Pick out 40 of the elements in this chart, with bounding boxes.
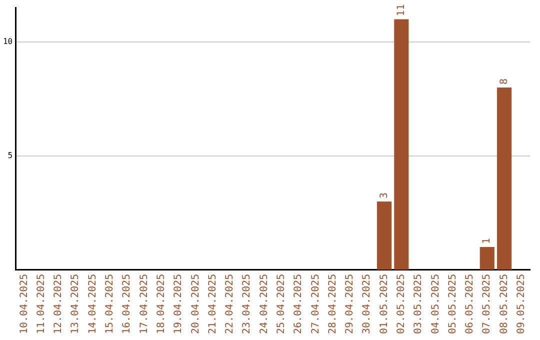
x-tick-label: 15.04.2025 [104,274,116,334]
x-tick-label: 23.04.2025 [242,274,253,334]
x-tick-label: 05.05.2025 [447,274,458,334]
x-tick-label: 17.04.2025 [138,274,150,334]
x-tick-label: 10.04.2025 [18,274,30,334]
bar [496,88,512,270]
bar [376,201,392,270]
x-tick-label: 19.04.2025 [173,274,184,334]
data-label: 1 [482,238,493,244]
y-tick-label: 10 [2,37,13,46]
bar [480,247,494,270]
data-label: 3 [378,192,390,198]
x-tick-label: 03.05.2025 [413,274,424,334]
x-tick-label: 04.05.2025 [430,274,442,334]
y-tick-label: 5 [8,150,13,160]
x-tick-label: 08.05.2025 [498,274,510,334]
x-tick-label: 12.04.2025 [53,274,64,334]
x-tick-label: 11.04.2025 [36,274,47,334]
x-tick-label: 20.04.2025 [190,274,202,334]
x-tick-label: 01.05.2025 [378,274,390,334]
x-tick-label: 21.04.2025 [207,274,218,334]
x-tick-label: 26.04.2025 [293,274,304,334]
x-tick-label: 28.04.2025 [327,274,338,334]
x-tick-label: 24.04.2025 [258,274,270,334]
x-tick-label: 13.04.2025 [70,274,82,334]
x-tick-label: 29.04.2025 [344,274,356,334]
x-tick-label: 25.04.2025 [276,274,287,334]
x-tick-label: 16.04.2025 [122,274,133,334]
bar [394,19,409,270]
x-tick-label: 14.04.2025 [87,274,98,334]
x-tick-label: 30.04.2025 [362,274,373,334]
x-tick-label: 07.05.2025 [482,274,493,334]
data-label: 8 [498,78,510,85]
x-tick-label: 18.04.2025 [156,274,167,334]
x-tick-label: 02.05.2025 [396,274,407,334]
x-tick-label: 22.04.2025 [224,274,236,334]
x-tick-label: 27.04.2025 [310,274,322,334]
x-tick-label: 09.05.2025 [516,274,528,334]
x-tick-label: 06.05.2025 [464,274,476,334]
data-label: 11 [396,4,407,16]
